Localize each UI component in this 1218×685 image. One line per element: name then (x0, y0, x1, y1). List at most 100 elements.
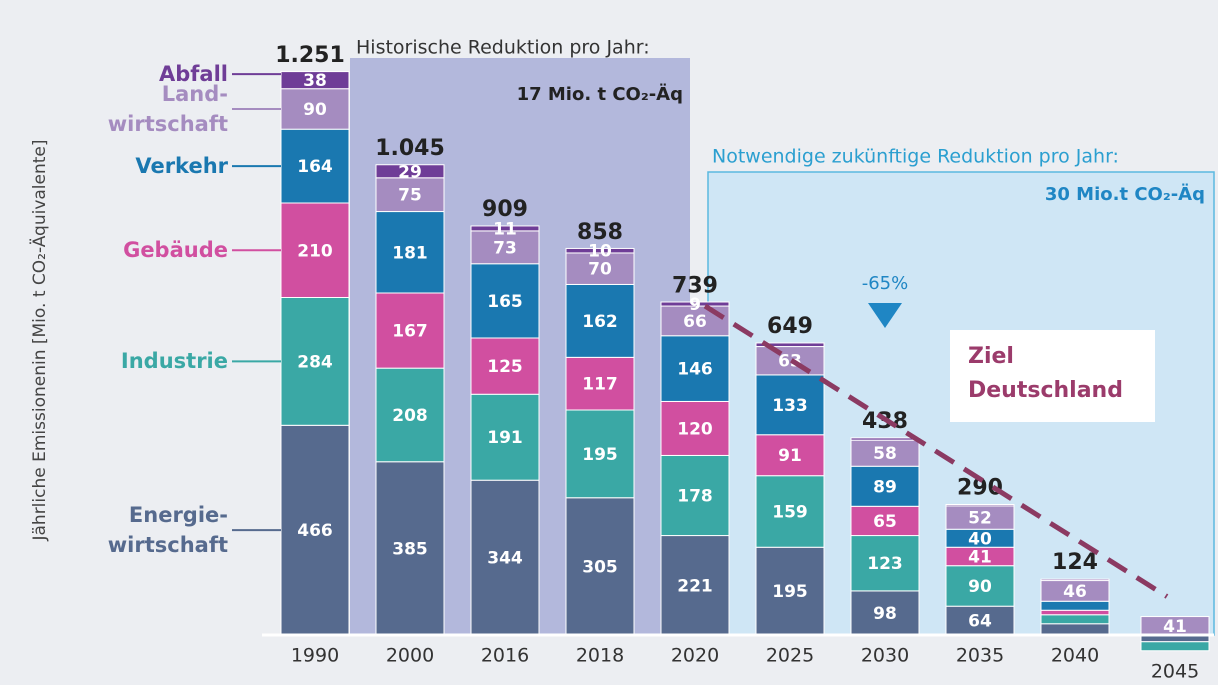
data-label: 208 (392, 406, 428, 426)
annotation: 17 Mio. t CO₂-Äq (517, 83, 683, 105)
data-label: 181 (392, 243, 428, 263)
total-label: 1.251 (275, 43, 345, 68)
total-label: 909 (482, 197, 528, 222)
legend-label: Gebäude (123, 238, 228, 263)
bar-segment (280, 424, 350, 636)
data-label: 159 (772, 502, 808, 522)
data-label: 133 (772, 396, 808, 416)
data-label: 191 (487, 428, 523, 448)
data-label: 63 (778, 352, 802, 372)
annotation: 30 Mio.t CO₂-Äq (1045, 183, 1205, 205)
bar-segment (945, 565, 1015, 607)
data-label: 195 (582, 445, 618, 465)
data-label: 29 (398, 162, 422, 182)
data-label: 162 (582, 312, 618, 332)
target-label: Ziel Deutschland (950, 330, 1155, 422)
data-label: 89 (873, 477, 897, 497)
bar-segment (850, 465, 920, 507)
data-label: 90 (303, 100, 327, 120)
x-tick-label: 2000 (386, 645, 434, 667)
bar-segment (660, 305, 730, 337)
bar-segment (1040, 614, 1110, 625)
x-tick-label: 1990 (291, 645, 339, 667)
data-label: 73 (493, 238, 517, 258)
bar-segment (1040, 600, 1110, 611)
legend-label: Energie- wirtschaft (107, 503, 228, 558)
bar-segment (375, 164, 445, 179)
bar-segment (375, 367, 445, 463)
arrow (868, 303, 902, 328)
data-label: 385 (392, 539, 428, 559)
data-label: 91 (778, 446, 802, 466)
bar-segment (1040, 623, 1110, 636)
bar-segment (375, 461, 445, 636)
bar-segment (470, 393, 540, 481)
bar-segment (660, 454, 730, 537)
data-label: 164 (297, 157, 333, 177)
legend-label: Abfall (159, 62, 228, 87)
target-line (703, 303, 1169, 599)
data-label: 38 (303, 71, 327, 91)
total-label: 124 (1052, 550, 1098, 575)
bar-segment (1140, 641, 1210, 652)
total-label: 649 (767, 314, 813, 339)
bar-segment (565, 252, 635, 285)
bar-segment (945, 504, 1015, 507)
bar-segment (755, 374, 825, 436)
bar-segment (565, 497, 635, 636)
annotation: Notwendige zukünftige Reduktion pro Jahr… (712, 146, 1119, 168)
bar-segment (565, 283, 635, 358)
bar-segment (375, 211, 445, 294)
data-label: 46 (1063, 582, 1087, 602)
data-label: 165 (487, 292, 523, 312)
data-label: 70 (588, 260, 612, 280)
bar-segment (565, 409, 635, 499)
annotation: -65% (862, 273, 909, 294)
data-label: 52 (968, 509, 992, 529)
bar-segment (470, 479, 540, 636)
bar-segment (755, 342, 825, 348)
data-label: 41 (1163, 617, 1187, 637)
bar-segment (660, 535, 730, 636)
bar-segment (660, 400, 730, 456)
data-label: 40 (968, 529, 992, 549)
bar-segment (850, 535, 920, 592)
bar-segment (755, 434, 825, 477)
data-label: 125 (487, 357, 523, 377)
total-label: 858 (577, 220, 623, 245)
data-label: 305 (582, 557, 618, 577)
x-tick-label: 2030 (861, 645, 909, 667)
bar-segment (470, 337, 540, 395)
bar-segment (945, 605, 1015, 636)
x-tick-label: 2018 (576, 645, 624, 667)
bar-segment (755, 346, 825, 376)
bar-segment (660, 301, 730, 307)
data-label: 98 (873, 604, 897, 624)
data-label: 123 (867, 554, 903, 574)
bar-segment (850, 439, 920, 467)
bar-segment (375, 292, 445, 369)
data-label: 120 (677, 419, 713, 439)
bar-segment (280, 88, 350, 130)
bar-segment (565, 247, 635, 254)
bar-segment (470, 230, 540, 265)
bar-segment (850, 505, 920, 537)
bar-segment (1040, 609, 1110, 616)
annotation: Historische Reduktion pro Jahr: (356, 37, 650, 59)
x-tick-label: 2045 (1151, 661, 1199, 683)
data-label: 9 (689, 295, 701, 315)
data-label: 90 (968, 577, 992, 597)
data-label: 65 (873, 512, 897, 532)
bar-segment (850, 437, 920, 441)
x-tick-label: 2025 (766, 645, 814, 667)
data-label: 117 (582, 375, 618, 395)
bar-segment (755, 475, 825, 548)
x-tick-label: 2035 (956, 645, 1004, 667)
x-tick-label: 2020 (671, 645, 719, 667)
data-label: 146 (677, 360, 713, 380)
bar-segment (565, 356, 635, 411)
bar-segment (375, 177, 445, 213)
data-label: 58 (873, 444, 897, 464)
data-label: 66 (683, 312, 707, 332)
